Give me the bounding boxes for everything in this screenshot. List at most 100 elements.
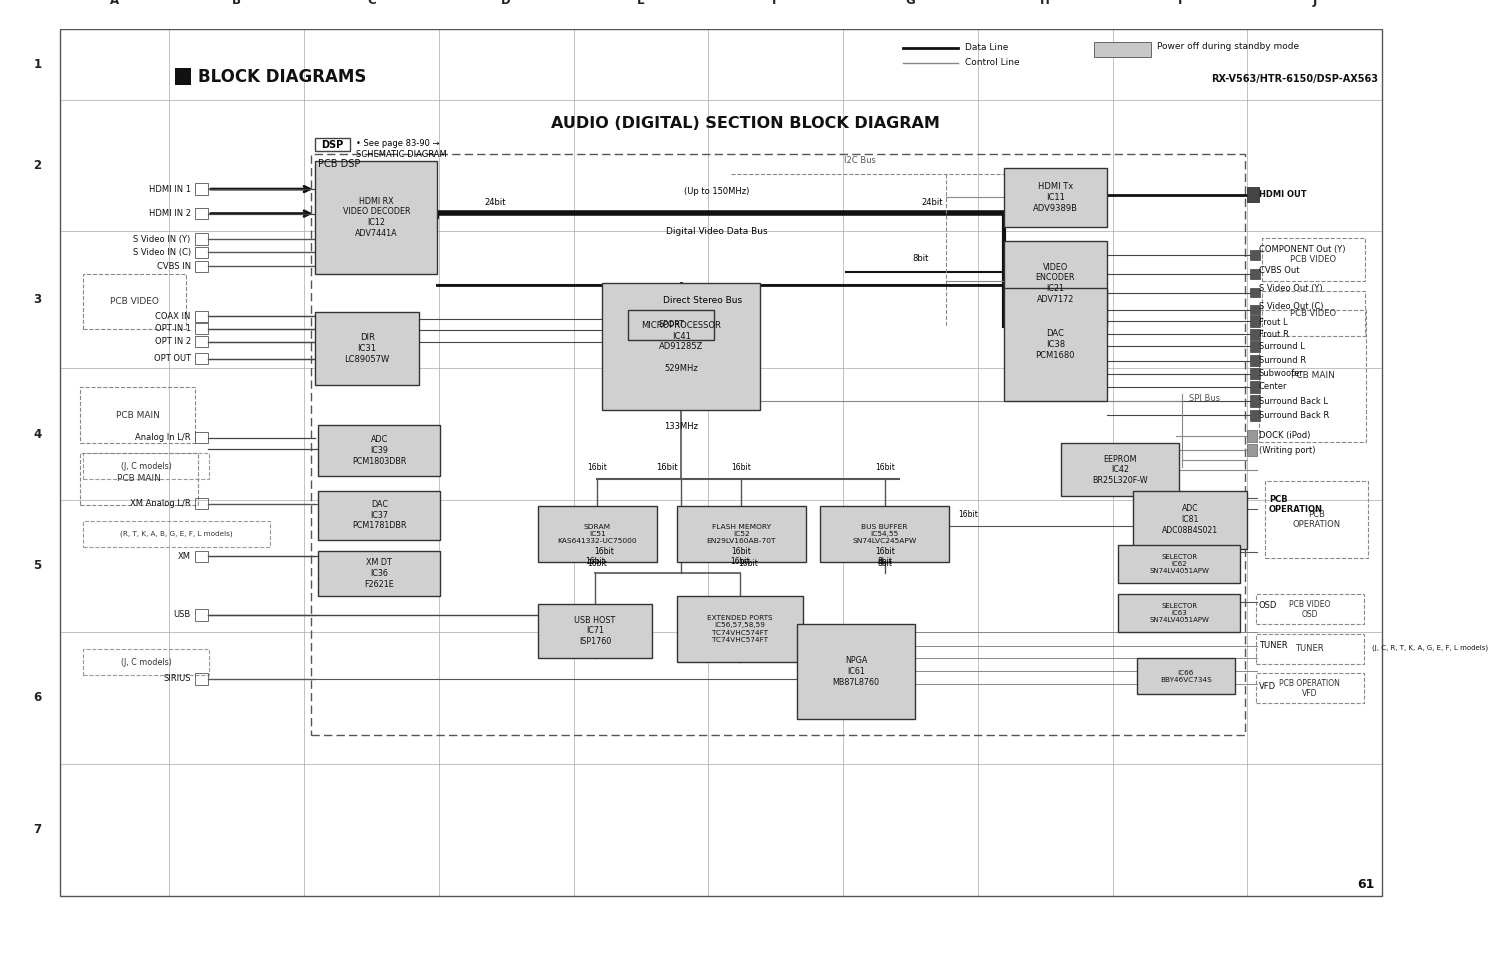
Bar xyxy=(310,154,1245,735)
Text: C: C xyxy=(368,0,375,7)
Text: 24bit: 24bit xyxy=(921,198,944,207)
Text: Subwoofer: Subwoofer xyxy=(1258,369,1304,379)
Text: D: D xyxy=(501,0,512,7)
Text: 133MHz: 133MHz xyxy=(664,421,698,431)
Bar xyxy=(821,506,950,562)
Text: PCB VIDEO
OSD: PCB VIDEO OSD xyxy=(1288,599,1330,619)
Bar xyxy=(1004,168,1107,227)
Text: OPT OUT: OPT OUT xyxy=(153,354,190,363)
Text: OPT IN 2: OPT IN 2 xyxy=(154,337,190,347)
Bar xyxy=(195,432,208,444)
Bar xyxy=(1251,395,1260,407)
Bar xyxy=(1251,341,1260,352)
Text: PCB DSP: PCB DSP xyxy=(318,159,360,169)
Bar xyxy=(195,311,208,322)
Text: H: H xyxy=(1041,0,1050,7)
Text: DOCK (iPod): DOCK (iPod) xyxy=(1258,431,1311,441)
Text: CVBS Out: CVBS Out xyxy=(1258,266,1299,275)
Text: PCB VIDEO: PCB VIDEO xyxy=(111,297,159,306)
Bar xyxy=(195,609,208,620)
Text: COMPONENT Out (Y): COMPONENT Out (Y) xyxy=(1258,245,1346,253)
Text: MICROPROCESSOR
IC41
AD91285Z

529MHz: MICROPROCESSOR IC41 AD91285Z 529MHz xyxy=(640,320,722,373)
Text: SELECTOR
IC62
SN74LV4051APW: SELECTOR IC62 SN74LV4051APW xyxy=(1149,553,1209,574)
Text: Surround L: Surround L xyxy=(1258,342,1305,351)
Bar xyxy=(1248,187,1258,202)
Text: G: G xyxy=(906,0,915,7)
Text: 1: 1 xyxy=(33,57,42,71)
Bar xyxy=(1060,444,1179,496)
Bar xyxy=(195,184,208,195)
Bar xyxy=(1251,288,1260,297)
Text: Surround Back L: Surround Back L xyxy=(1258,396,1328,406)
Text: Data Line: Data Line xyxy=(964,44,1008,52)
Text: 5: 5 xyxy=(33,559,42,573)
Text: RX-V563/HTR-6150/DSP-AX563: RX-V563/HTR-6150/DSP-AX563 xyxy=(1210,74,1378,84)
Text: 7: 7 xyxy=(33,823,42,836)
Bar xyxy=(195,233,208,245)
Text: NPGA
IC61
MB87L8760: NPGA IC61 MB87L8760 xyxy=(833,656,879,686)
Text: 3: 3 xyxy=(33,293,42,306)
Bar xyxy=(1248,445,1257,455)
Text: Surround Back R: Surround Back R xyxy=(1258,411,1329,419)
Text: 4: 4 xyxy=(33,427,42,441)
Text: I2C Bus: I2C Bus xyxy=(844,155,876,165)
Bar xyxy=(676,596,802,662)
Bar xyxy=(602,284,760,411)
Text: SDRAM
IC51
KAS641332-UC75000: SDRAM IC51 KAS641332-UC75000 xyxy=(558,523,638,544)
Bar xyxy=(195,551,208,562)
Text: Frout R: Frout R xyxy=(1258,330,1288,339)
Text: OSD: OSD xyxy=(1258,601,1278,610)
Text: SPORT: SPORT xyxy=(658,320,684,329)
Text: 16bit: 16bit xyxy=(874,548,894,556)
Text: PCB
OPERATION: PCB OPERATION xyxy=(1292,510,1341,529)
Text: 16bit: 16bit xyxy=(656,463,678,472)
Text: COAX IN: COAX IN xyxy=(156,312,190,320)
Bar xyxy=(1119,594,1240,632)
Text: CVBS IN: CVBS IN xyxy=(156,262,190,271)
Text: 16bit: 16bit xyxy=(594,548,615,556)
Text: SELECTOR
IC63
SN74LV4051APW: SELECTOR IC63 SN74LV4051APW xyxy=(1149,603,1209,623)
Bar xyxy=(195,353,208,364)
Text: F: F xyxy=(771,0,780,7)
Text: Control Line: Control Line xyxy=(964,58,1020,67)
Text: (Up to 150MHz): (Up to 150MHz) xyxy=(684,186,750,196)
Bar xyxy=(195,673,208,685)
Text: 24bit: 24bit xyxy=(484,198,506,207)
Text: PCB VIDEO: PCB VIDEO xyxy=(1290,255,1336,264)
Bar xyxy=(1256,594,1364,624)
Text: (R, T, K, A, B, G, E, F, L models): (R, T, K, A, B, G, E, F, L models) xyxy=(120,530,232,537)
Text: S Video IN (Y): S Video IN (Y) xyxy=(134,235,190,244)
Text: A: A xyxy=(110,0,120,7)
Text: SPI Bus: SPI Bus xyxy=(1188,394,1219,404)
Text: 16bit: 16bit xyxy=(585,557,604,566)
Text: XM DT
IC36
F2621E: XM DT IC36 F2621E xyxy=(364,558,394,588)
Bar xyxy=(1256,673,1364,703)
Text: HDMI Tx
IC11
ADV9389B: HDMI Tx IC11 ADV9389B xyxy=(1034,183,1078,213)
Bar xyxy=(82,649,210,675)
Text: 6: 6 xyxy=(33,691,42,704)
Text: PCB MAIN: PCB MAIN xyxy=(1292,371,1335,380)
Text: TUNER: TUNER xyxy=(1296,645,1324,653)
Bar xyxy=(81,386,195,444)
Text: Analog In L/R: Analog In L/R xyxy=(135,433,190,442)
Text: Center: Center xyxy=(1258,383,1287,391)
Bar xyxy=(1251,410,1260,420)
Text: PCB OPERATION
VFD: PCB OPERATION VFD xyxy=(1280,679,1341,698)
Bar xyxy=(315,312,419,385)
Bar xyxy=(195,322,208,334)
Text: 16bit: 16bit xyxy=(874,463,894,472)
Text: XM: XM xyxy=(177,552,190,561)
Text: PCB MAIN: PCB MAIN xyxy=(117,474,160,484)
Text: Surround R: Surround R xyxy=(1258,356,1306,365)
Text: SCHEMATIC DIAGRAM: SCHEMATIC DIAGRAM xyxy=(356,150,447,158)
Bar xyxy=(318,551,440,596)
Text: DIR
IC31
LC89057W: DIR IC31 LC89057W xyxy=(345,333,390,363)
Text: Frout L: Frout L xyxy=(1258,318,1287,327)
Bar xyxy=(676,506,806,562)
Text: (J, C, R, T, K, A, G, E, F, L models): (J, C, R, T, K, A, G, E, F, L models) xyxy=(1372,645,1488,652)
Text: ADC
IC39
PCM1803DBR: ADC IC39 PCM1803DBR xyxy=(352,435,407,466)
Text: ADC
IC81
ADC08B4S021: ADC IC81 ADC08B4S021 xyxy=(1162,505,1218,535)
Text: HDMI IN 1: HDMI IN 1 xyxy=(148,184,190,193)
Text: 61: 61 xyxy=(1358,878,1376,891)
Text: S Video IN (C): S Video IN (C) xyxy=(132,248,190,256)
